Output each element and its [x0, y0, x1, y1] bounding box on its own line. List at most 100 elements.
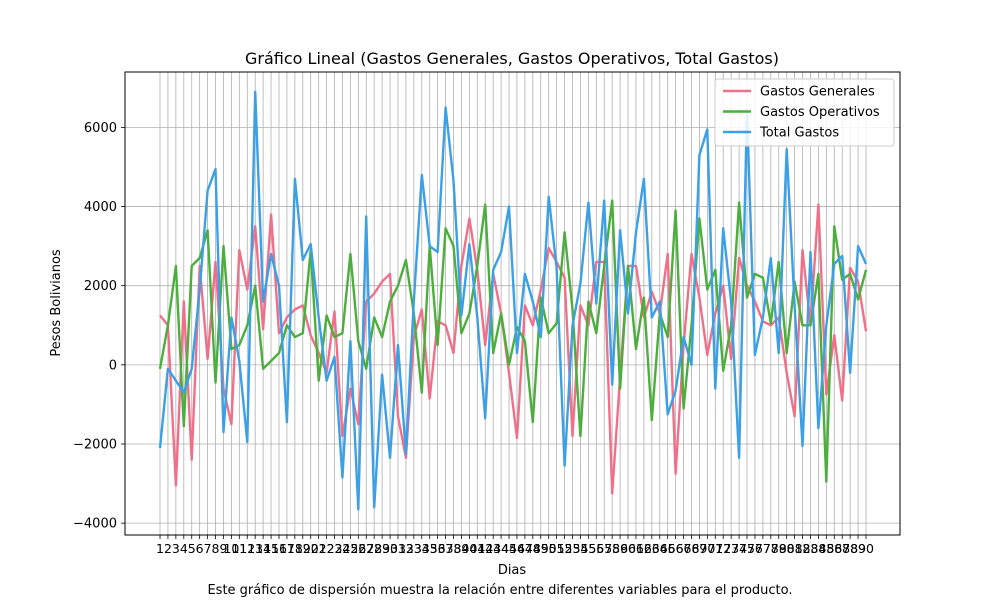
x-tick-label: 21: [311, 541, 327, 556]
x-tick-label: 42: [477, 541, 493, 556]
y-tick-label: 6000: [84, 121, 117, 136]
x-tick-label: 57: [596, 541, 612, 556]
x-tick-label: 14: [255, 541, 271, 556]
y-tick-label: 4000: [84, 200, 117, 215]
x-tick-label: 5: [188, 541, 196, 556]
x-tick-label: 86: [826, 541, 842, 556]
x-tick-label: 64: [652, 541, 668, 556]
x-tick-label: 38: [446, 541, 462, 556]
legend-label: Gastos Generales: [760, 85, 875, 100]
plot-frame: [124, 71, 901, 536]
x-tick-label: 68: [684, 541, 700, 556]
legend-label: Gastos Operativos: [760, 105, 880, 120]
x-tick-label: 10: [223, 541, 239, 556]
x-tick-label: 52: [557, 541, 573, 556]
x-tick-label: 4: [180, 541, 188, 556]
x-tick-label: 1: [156, 541, 164, 556]
x-tick-label: 65: [660, 541, 676, 556]
x-tick-label: 17: [279, 541, 295, 556]
x-tick-label: 56: [588, 541, 604, 556]
x-tick-label: 66: [668, 541, 684, 556]
x-tick-label: 25: [342, 541, 358, 556]
x-tick-label: 11: [231, 541, 247, 556]
x-tick-label: 61: [628, 541, 644, 556]
x-tick-label: 62: [636, 541, 652, 556]
axis-ticks: 1 2 3 4 5 6 7 8 91011121314151617181920212223242…: [73, 121, 874, 556]
x-tick-label: 67: [676, 541, 692, 556]
x-tick-label: 26: [350, 541, 366, 556]
x-tick-label: 36: [430, 541, 446, 556]
y-tick-label: 0: [109, 358, 117, 373]
x-tick-label: 33: [406, 541, 422, 556]
x-tick-label: 73: [723, 541, 739, 556]
x-tick-label: 76: [747, 541, 763, 556]
x-tick-label: 69: [691, 541, 707, 556]
x-tick-label: 63: [644, 541, 660, 556]
x-tick-label: 60: [620, 541, 636, 556]
x-tick-label: 53: [565, 541, 581, 556]
x-tick-label: 84: [810, 541, 826, 556]
y-tick-label: −2000: [73, 437, 117, 452]
x-tick-label: 47: [517, 541, 533, 556]
x-tick-label: 28: [366, 541, 382, 556]
x-tick-label: 55: [580, 541, 596, 556]
x-tick-label: 90: [858, 541, 874, 556]
x-tick-label: 43: [485, 541, 501, 556]
x-tick-label: 54: [572, 541, 588, 556]
x-tick-label: 12: [239, 541, 255, 556]
x-tick-label: 8: [212, 541, 220, 556]
x-tick-label: 24: [334, 541, 350, 556]
x-tick-label: 80: [779, 541, 795, 556]
x-tick-label: 71: [707, 541, 723, 556]
legend: Gastos Generales Gastos Operativos Total G…: [714, 78, 895, 147]
legend-box: [714, 78, 895, 147]
x-tick-label: 48: [525, 541, 541, 556]
x-tick-label: 83: [803, 541, 819, 556]
x-tick-label: 82: [795, 541, 811, 556]
x-tick-label: 9: [219, 541, 227, 556]
x-tick-label: 75: [739, 541, 755, 556]
x-tick-label: 78: [763, 541, 779, 556]
x-tick-label: 58: [604, 541, 620, 556]
x-tick-label: 81: [787, 541, 803, 556]
legend-label: Total Gastos: [759, 126, 839, 141]
x-tick-label: 44: [493, 541, 509, 556]
x-tick-label: 37: [438, 541, 454, 556]
x-tick-label: 34: [414, 541, 430, 556]
series-group: [158, 90, 868, 511]
x-tick-label: 70: [699, 541, 715, 556]
x-tick-label: 19: [295, 541, 311, 556]
x-tick-label: 16: [271, 541, 287, 556]
y-tick-label: 2000: [84, 279, 117, 294]
x-tick-label: 6: [196, 541, 204, 556]
x-tick-label: 77: [755, 541, 771, 556]
x-tick-label: 23: [327, 541, 343, 556]
x-tick-label: 49: [533, 541, 549, 556]
x-tick-label: 40: [461, 541, 477, 556]
x-tick-label: 32: [398, 541, 414, 556]
x-tick-label: 18: [287, 541, 303, 556]
x-axis-label: Dias: [498, 563, 527, 578]
x-tick-label: 7: [204, 541, 212, 556]
x-tick-label: 45: [501, 541, 517, 556]
chart-title: Gráfico Lineal (Gastos Generales, Gastos…: [245, 49, 779, 68]
y-tick-label: −4000: [73, 517, 117, 532]
y-axis-label: Pesos Bolivianos: [49, 249, 64, 357]
x-tick-label: 39: [453, 541, 469, 556]
x-tick-label: 30: [382, 541, 398, 556]
x-tick-label: 3: [172, 541, 180, 556]
series-line-3: [158, 90, 868, 511]
x-tick-label: 46: [509, 541, 525, 556]
x-tick-label: 31: [390, 541, 406, 556]
x-tick-label: 2: [164, 541, 172, 556]
x-tick-label: 88: [842, 541, 858, 556]
x-tick-label: 50: [541, 541, 557, 556]
x-tick-label: 13: [247, 541, 263, 556]
x-tick-label: 87: [834, 541, 850, 556]
x-tick-label: 89: [850, 541, 866, 556]
x-tick-label: 15: [263, 541, 279, 556]
x-tick-label: 85: [818, 541, 834, 556]
chart-caption: Este gráfico de dispersión muestra la re…: [207, 583, 793, 598]
x-tick-label: 22: [319, 541, 335, 556]
